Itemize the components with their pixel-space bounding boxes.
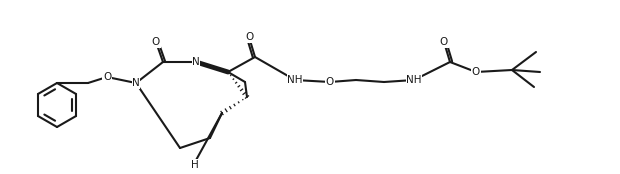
Text: O: O: [245, 32, 253, 42]
Text: NH: NH: [287, 75, 303, 85]
Text: O: O: [152, 37, 160, 47]
Text: N: N: [132, 78, 140, 88]
Text: O: O: [472, 67, 480, 77]
Text: O: O: [103, 72, 111, 82]
Text: H: H: [191, 160, 199, 170]
Text: NH: NH: [406, 75, 422, 85]
Text: O: O: [326, 77, 334, 87]
Text: N: N: [192, 57, 200, 67]
Text: O: O: [440, 37, 448, 47]
